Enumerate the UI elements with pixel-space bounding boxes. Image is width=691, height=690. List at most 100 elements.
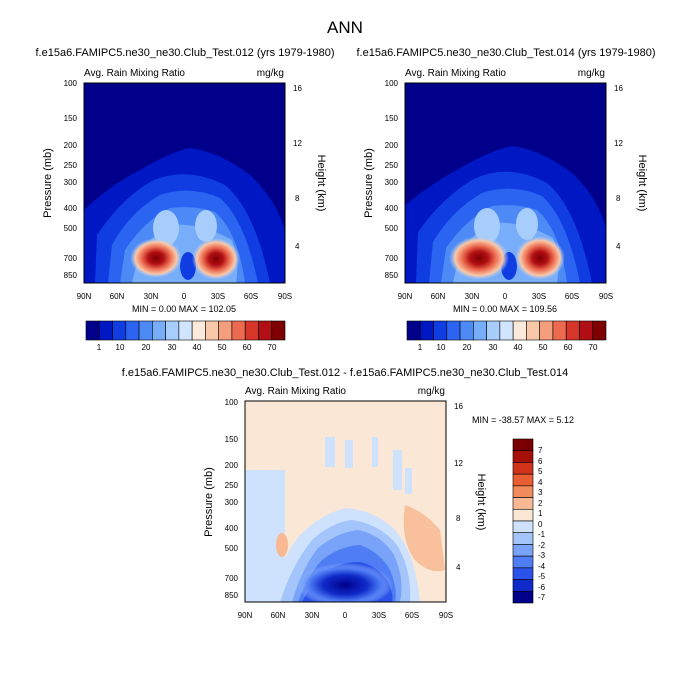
panel-c-ytick-850: 850 bbox=[225, 591, 239, 600]
panel-c-cb-label-5: 5 bbox=[538, 467, 543, 476]
panel-a-ytick-100: 100 bbox=[64, 79, 78, 88]
panel-b-blob-sh bbox=[515, 236, 565, 280]
panel-b-ytick-850: 850 bbox=[385, 271, 399, 280]
panel-c-ytick-150: 150 bbox=[225, 435, 239, 444]
panel-b-ylabel-right: Height (km) bbox=[636, 155, 648, 212]
panel-a-rtick-4: 4 bbox=[295, 242, 300, 251]
panel-c-rtick-8: 8 bbox=[456, 514, 461, 523]
panel-a-colorbar-swatch bbox=[85, 320, 100, 341]
page-title: ANN bbox=[327, 18, 363, 37]
panel-b-title: f.e15a6.FAMIPC5.ne30_ne30.Club_Test.014 … bbox=[356, 47, 655, 59]
panel-b-rtick-16: 16 bbox=[614, 84, 623, 93]
panel-b-xtick-30n: 30N bbox=[465, 292, 480, 301]
panel-a-colorbar-swatch bbox=[138, 320, 153, 341]
panel-c-cb-label-3: 3 bbox=[538, 488, 543, 497]
panel-b-ytick-250: 250 bbox=[385, 161, 399, 170]
panel-a-units: mg/kg bbox=[257, 68, 284, 79]
panel-b-ylabel: Pressure (mb) bbox=[363, 148, 375, 218]
panel-c-colorbar-swatch bbox=[512, 544, 534, 557]
panel-c-field-label: Avg. Rain Mixing Ratio bbox=[245, 386, 346, 397]
panel-a-colorbar-swatch bbox=[152, 320, 166, 341]
panel-a-cb-label-40: 40 bbox=[193, 343, 202, 352]
panel-c-xtick-60s: 60S bbox=[405, 611, 419, 620]
panel-b-ytick-150: 150 bbox=[385, 114, 399, 123]
panel-b-cb-label-60: 60 bbox=[564, 343, 573, 352]
panel-a-rtick-12: 12 bbox=[293, 139, 302, 148]
panel-a-ytick-500: 500 bbox=[64, 224, 78, 233]
panel-c-rtick-12: 12 bbox=[454, 459, 463, 468]
panel-b-xtick-30s: 30S bbox=[532, 292, 546, 301]
panel-c-cb-label-m5: -5 bbox=[538, 572, 546, 581]
panel-b-colorbar: 1 10 20 30 40 50 60 70 bbox=[406, 320, 607, 352]
panel-b-colorbar-swatch bbox=[592, 320, 607, 341]
panel-c-cb-label-m2: -2 bbox=[538, 541, 546, 550]
panel-b-xtick-90n: 90N bbox=[398, 292, 413, 301]
panel-a-field-label: Avg. Rain Mixing Ratio bbox=[84, 68, 185, 79]
panel-c-colorbar-swatch bbox=[512, 462, 534, 475]
panel-c-colorbar-swatch bbox=[512, 473, 534, 487]
panel-a-xtick-30n: 30N bbox=[144, 292, 159, 301]
panel-a-xtick-90s: 90S bbox=[278, 292, 292, 301]
panel-c-cb-label-4: 4 bbox=[538, 478, 543, 487]
panel-a-cb-label-30: 30 bbox=[168, 343, 177, 352]
panel-b-minmax: MIN = 0.00 MAX = 109.56 bbox=[453, 304, 557, 314]
panel-c-rtick-4: 4 bbox=[456, 563, 461, 572]
panel-a-colorbar-swatch bbox=[271, 320, 286, 341]
panel-a-ytick-400: 400 bbox=[64, 204, 78, 213]
panel-c-colorbar-swatch bbox=[512, 555, 534, 569]
panel-a-ytick-150: 150 bbox=[64, 114, 78, 123]
panel-b-rtick-12: 12 bbox=[614, 139, 623, 148]
panel-a-ylabel: Pressure (mb) bbox=[42, 148, 54, 218]
panel-b-colorbar-swatch bbox=[539, 320, 554, 341]
panel-c-colorbar-swatch bbox=[512, 438, 534, 452]
panel-b-cb-label-1: 1 bbox=[418, 343, 423, 352]
panel-c-cb-label-0: 0 bbox=[538, 520, 543, 529]
panel-b-cb-label-40: 40 bbox=[514, 343, 523, 352]
panel-a-cb-label-20: 20 bbox=[142, 343, 151, 352]
panel-a-ytick-850: 850 bbox=[64, 271, 78, 280]
panel-a-colorbar-swatch bbox=[258, 320, 273, 341]
panel-c-cb-label-6: 6 bbox=[538, 457, 543, 466]
panel-c-colorbar-swatch bbox=[512, 485, 534, 498]
panel-a-cb-label-1: 1 bbox=[97, 343, 102, 352]
panel-b-colorbar-swatch bbox=[419, 320, 434, 341]
panel-b-colorbar-swatch bbox=[473, 320, 487, 341]
panel-c-ytick-100: 100 bbox=[225, 398, 239, 407]
panel-b-colorbar-swatch bbox=[512, 320, 527, 341]
panel-b-ytick-400: 400 bbox=[385, 204, 399, 213]
panel-b-ytick-100: 100 bbox=[385, 79, 399, 88]
panel-a-xtick-30s: 30S bbox=[211, 292, 225, 301]
panel-a-title: f.e15a6.FAMIPC5.ne30_ne30.Club_Test.012 … bbox=[35, 47, 334, 59]
panel-c-xtick-90s: 90S bbox=[439, 611, 453, 620]
panel-c-xtick-90n: 90N bbox=[238, 611, 253, 620]
panel-c-xtick-0: 0 bbox=[343, 611, 348, 620]
panel-c-ytick-500: 500 bbox=[225, 544, 239, 553]
panel-b-cb-label-10: 10 bbox=[437, 343, 446, 352]
panel-b-cb-label-30: 30 bbox=[489, 343, 498, 352]
panel-a-colorbar: 1 10 20 30 40 50 60 70 bbox=[85, 320, 286, 352]
panel-b-ytick-500: 500 bbox=[385, 224, 399, 233]
panel-b-xtick-90s: 90S bbox=[599, 292, 613, 301]
panel-c-ytick-400: 400 bbox=[225, 524, 239, 533]
panel-b-colorbar-swatch bbox=[459, 320, 474, 341]
panel-a-cb-label-50: 50 bbox=[218, 343, 227, 352]
panel-b-xtick-60s: 60S bbox=[565, 292, 579, 301]
panel-b-ytick-200: 200 bbox=[385, 141, 399, 150]
panel-b-colorbar-swatch bbox=[565, 320, 580, 341]
panel-b-colorbar-swatch bbox=[526, 320, 540, 341]
panel-b-colorbar-swatch bbox=[579, 320, 594, 341]
panel-a-colorbar-swatch bbox=[191, 320, 206, 341]
panel-a-colorbar-swatch bbox=[205, 320, 219, 341]
panel-b-blob-nh bbox=[449, 236, 509, 280]
panel-c-rtick-16: 16 bbox=[454, 402, 463, 411]
panel-c-cb-label-m3: -3 bbox=[538, 551, 546, 560]
panel-c-cb-label-m4: -4 bbox=[538, 562, 546, 571]
panel-c-colorbar-swatch bbox=[512, 579, 534, 592]
panel-a-colorbar-swatch bbox=[178, 320, 193, 341]
panel-b-colorbar-swatch bbox=[552, 320, 567, 341]
panel-c-cb-label-2: 2 bbox=[538, 499, 543, 508]
panel-c-cb-label-m6: -6 bbox=[538, 583, 546, 592]
panel-c-minmax: MIN = -38.57 MAX = 5.12 bbox=[472, 415, 574, 425]
panel-a-colorbar-swatch bbox=[244, 320, 259, 341]
